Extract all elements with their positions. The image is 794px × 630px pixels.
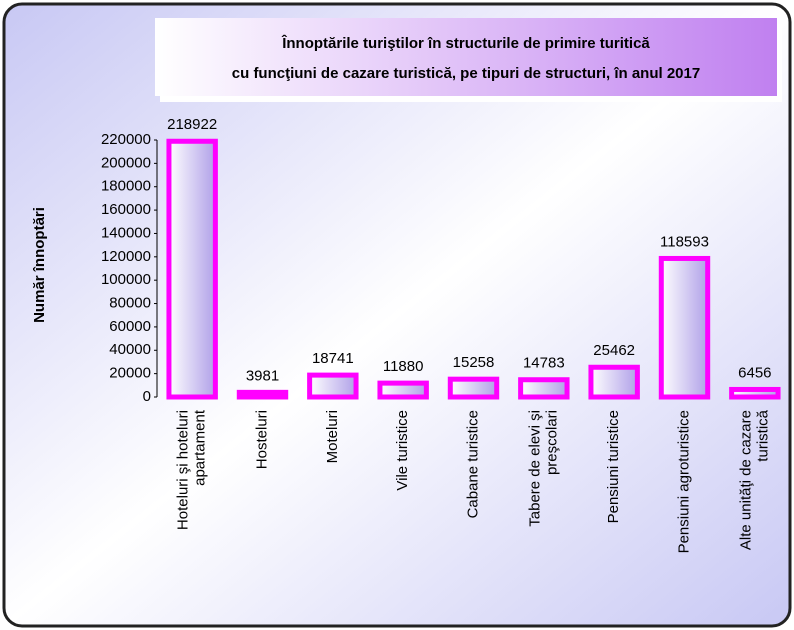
x-tick-label: apartament xyxy=(192,409,209,486)
x-tick-label: Pensiuni agroturistice xyxy=(675,410,692,553)
title-box xyxy=(155,18,777,96)
y-tick-label: 80000 xyxy=(109,295,151,312)
x-tick-label: Vile turistice xyxy=(394,410,411,491)
y-tick-label: 120000 xyxy=(101,248,151,265)
chart-title: cu funcţiuni de cazare turistică, pe tip… xyxy=(232,65,700,82)
x-tick-label: Moteluri xyxy=(324,410,341,463)
x-tick-label: Cabane turistice xyxy=(464,410,481,518)
y-tick-label: 160000 xyxy=(101,201,151,218)
value-label: 14783 xyxy=(523,355,565,372)
y-tick-label: 20000 xyxy=(109,365,151,382)
y-tick-label: 180000 xyxy=(101,178,151,195)
y-tick-label: 40000 xyxy=(109,341,151,358)
bar xyxy=(447,376,500,400)
value-label: 6456 xyxy=(738,364,771,381)
bar xyxy=(588,364,640,400)
bar xyxy=(236,389,289,400)
value-label: 218922 xyxy=(167,116,217,133)
y-axis-label: Număr înnoptări xyxy=(31,207,48,323)
bar xyxy=(166,138,218,400)
value-label: 18741 xyxy=(312,350,354,367)
value-label: 25462 xyxy=(593,342,635,359)
value-label: 3981 xyxy=(246,367,279,384)
chart-title: Înnoptările turiştilor în structurile de… xyxy=(281,34,650,52)
x-tick-label: Alte unităţi de cazare xyxy=(737,410,754,550)
x-tick-label: Hosteluri xyxy=(253,410,270,469)
x-tick-label: Tabere de elevi şi xyxy=(526,410,543,527)
value-label: 11880 xyxy=(383,358,424,375)
bar xyxy=(729,386,781,400)
x-tick-label: turistică xyxy=(754,409,771,461)
y-tick-label: 100000 xyxy=(101,271,151,288)
x-tick-label: Pensiuni turistice xyxy=(605,410,622,523)
y-tick-label: 200000 xyxy=(101,154,151,171)
value-label: 15258 xyxy=(453,354,495,371)
bar xyxy=(658,255,711,400)
x-tick-label: preşcolari xyxy=(543,410,560,475)
bar xyxy=(307,372,359,400)
y-tick-label: 140000 xyxy=(101,224,151,241)
y-tick-label: 60000 xyxy=(109,318,151,335)
y-tick-label: 0 xyxy=(143,388,151,405)
x-tick-label: Hoteluri şi hoteluri xyxy=(175,410,192,530)
bar xyxy=(518,377,570,400)
bar xyxy=(377,380,429,400)
y-tick-label: 220000 xyxy=(101,131,151,148)
value-label: 118593 xyxy=(660,233,709,250)
